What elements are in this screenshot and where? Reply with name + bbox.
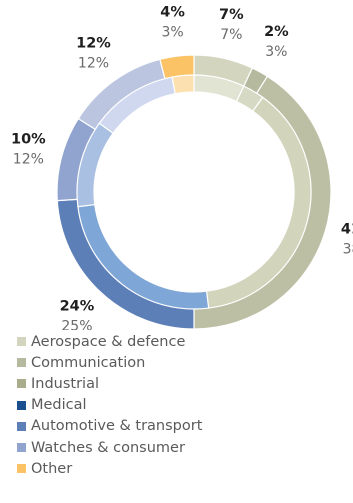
inner-percent-label: 3% bbox=[265, 44, 287, 60]
legend-swatch bbox=[17, 337, 26, 347]
inner-ring-segment bbox=[77, 203, 210, 310]
outer-percent-label: 41% bbox=[341, 222, 353, 238]
legend-label: Aerospace & defence bbox=[31, 333, 186, 350]
legend-label: Other bbox=[31, 460, 73, 477]
legend-item-industrial: Industrial bbox=[17, 373, 202, 394]
legend-label: Automotive & transport bbox=[31, 418, 203, 435]
inner-percent-label: 7% bbox=[220, 27, 242, 43]
legend-swatch bbox=[17, 421, 26, 431]
outer-percent-label: 2% bbox=[264, 24, 289, 40]
legend-label: Communication bbox=[31, 354, 146, 371]
legend-label: Watches & consumer bbox=[31, 439, 185, 456]
legend-item-other: Other bbox=[17, 458, 202, 479]
donut-chart: 7% 7% 2% 3% 41% 38% 24% 25% 10% 12% 12% 12% 4% 3% bbox=[11, 4, 353, 330]
inner-percent-label: 38% bbox=[343, 242, 353, 258]
legend-swatch bbox=[17, 358, 26, 368]
inner-percent-label: 12% bbox=[13, 151, 44, 167]
legend-swatch bbox=[17, 464, 26, 474]
inner-percent-label: 25% bbox=[61, 319, 92, 330]
legend-item-watches: Watches & consumer bbox=[17, 437, 202, 458]
legend-swatch bbox=[17, 400, 26, 410]
outer-percent-label: 7% bbox=[219, 7, 244, 23]
legend-item-communication: Communication bbox=[17, 352, 202, 373]
legend-label: Industrial bbox=[31, 375, 100, 392]
legend-item-medical: Medical bbox=[17, 395, 202, 416]
legend-item-automotive: Automotive & transport bbox=[17, 416, 202, 437]
legend-item-aerospace: Aerospace & defence bbox=[17, 331, 202, 352]
outer-percent-label: 4% bbox=[160, 4, 185, 20]
inner-ring-segment bbox=[171, 74, 195, 95]
outer-percent-label: 24% bbox=[60, 299, 95, 315]
inner-percent-label: 12% bbox=[78, 56, 109, 72]
outer-percent-label: 10% bbox=[11, 131, 46, 147]
outer-percent-label: 12% bbox=[76, 36, 111, 52]
legend: Aerospace & defence Communication Indust… bbox=[17, 331, 202, 479]
legend-swatch bbox=[17, 443, 26, 453]
legend-label: Medical bbox=[31, 397, 87, 414]
legend-swatch bbox=[17, 379, 26, 389]
inner-percent-label: 3% bbox=[161, 24, 183, 40]
